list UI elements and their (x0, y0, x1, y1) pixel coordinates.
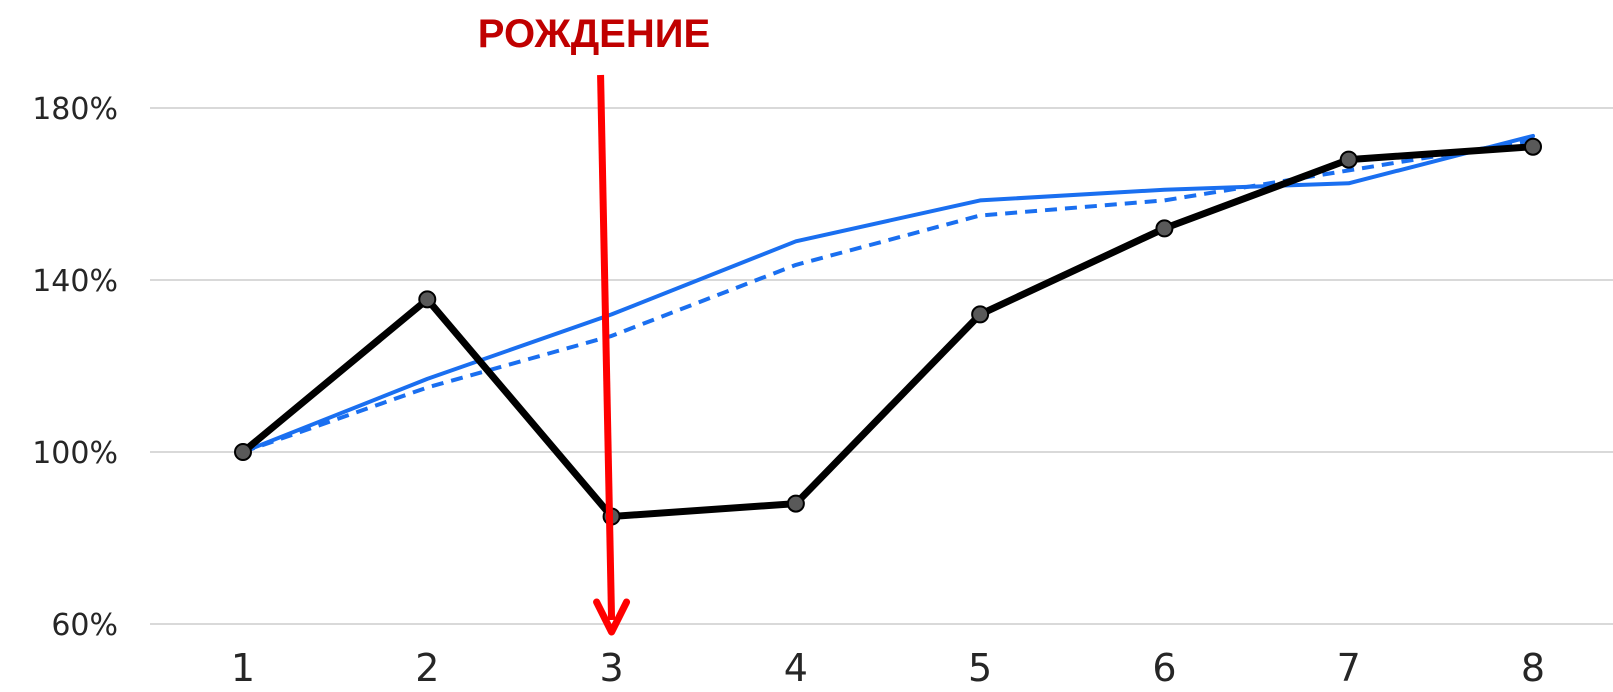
data-point-marker (418, 290, 437, 309)
series-lines (234, 133, 1542, 526)
y-tick-label: 180% (32, 92, 118, 127)
data-point-marker (971, 305, 990, 324)
data-point-marker (1339, 150, 1358, 169)
annotations: РОЖДЕНИЕ (478, 12, 710, 636)
series-line-3 (242, 138, 1534, 454)
data-point-marker (1155, 219, 1174, 238)
annotation-arrow-shaft (597, 74, 616, 621)
y-tick-label: 60% (51, 608, 118, 643)
x-tick-label: 7 (1337, 646, 1361, 690)
x-tick-label: 6 (1152, 646, 1176, 690)
annotation-arrow-head (593, 598, 631, 636)
x-tick-label: 5 (968, 646, 992, 690)
x-tick-label: 8 (1521, 646, 1545, 690)
data-point-marker (234, 443, 252, 461)
annotation-label: РОЖДЕНИЕ (478, 12, 710, 56)
y-tick-label: 140% (32, 264, 118, 299)
data-point-marker (786, 494, 805, 513)
x-tick-label: 1 (231, 646, 255, 690)
series-line-2 (241, 133, 1535, 454)
x-tick-label: 3 (599, 646, 623, 690)
series-line-1 (239, 143, 1537, 520)
gridlines (150, 107, 1613, 625)
data-point-marker (1524, 137, 1542, 156)
x-tick-label: 4 (784, 646, 808, 690)
y-tick-label: 100% (32, 436, 118, 471)
x-axis-ticks: 1 2 3 4 5 6 7 8 (231, 646, 1545, 690)
y-axis-ticks: 60% 100% 140% 180% (32, 92, 118, 643)
x-tick-label: 2 (415, 646, 439, 690)
